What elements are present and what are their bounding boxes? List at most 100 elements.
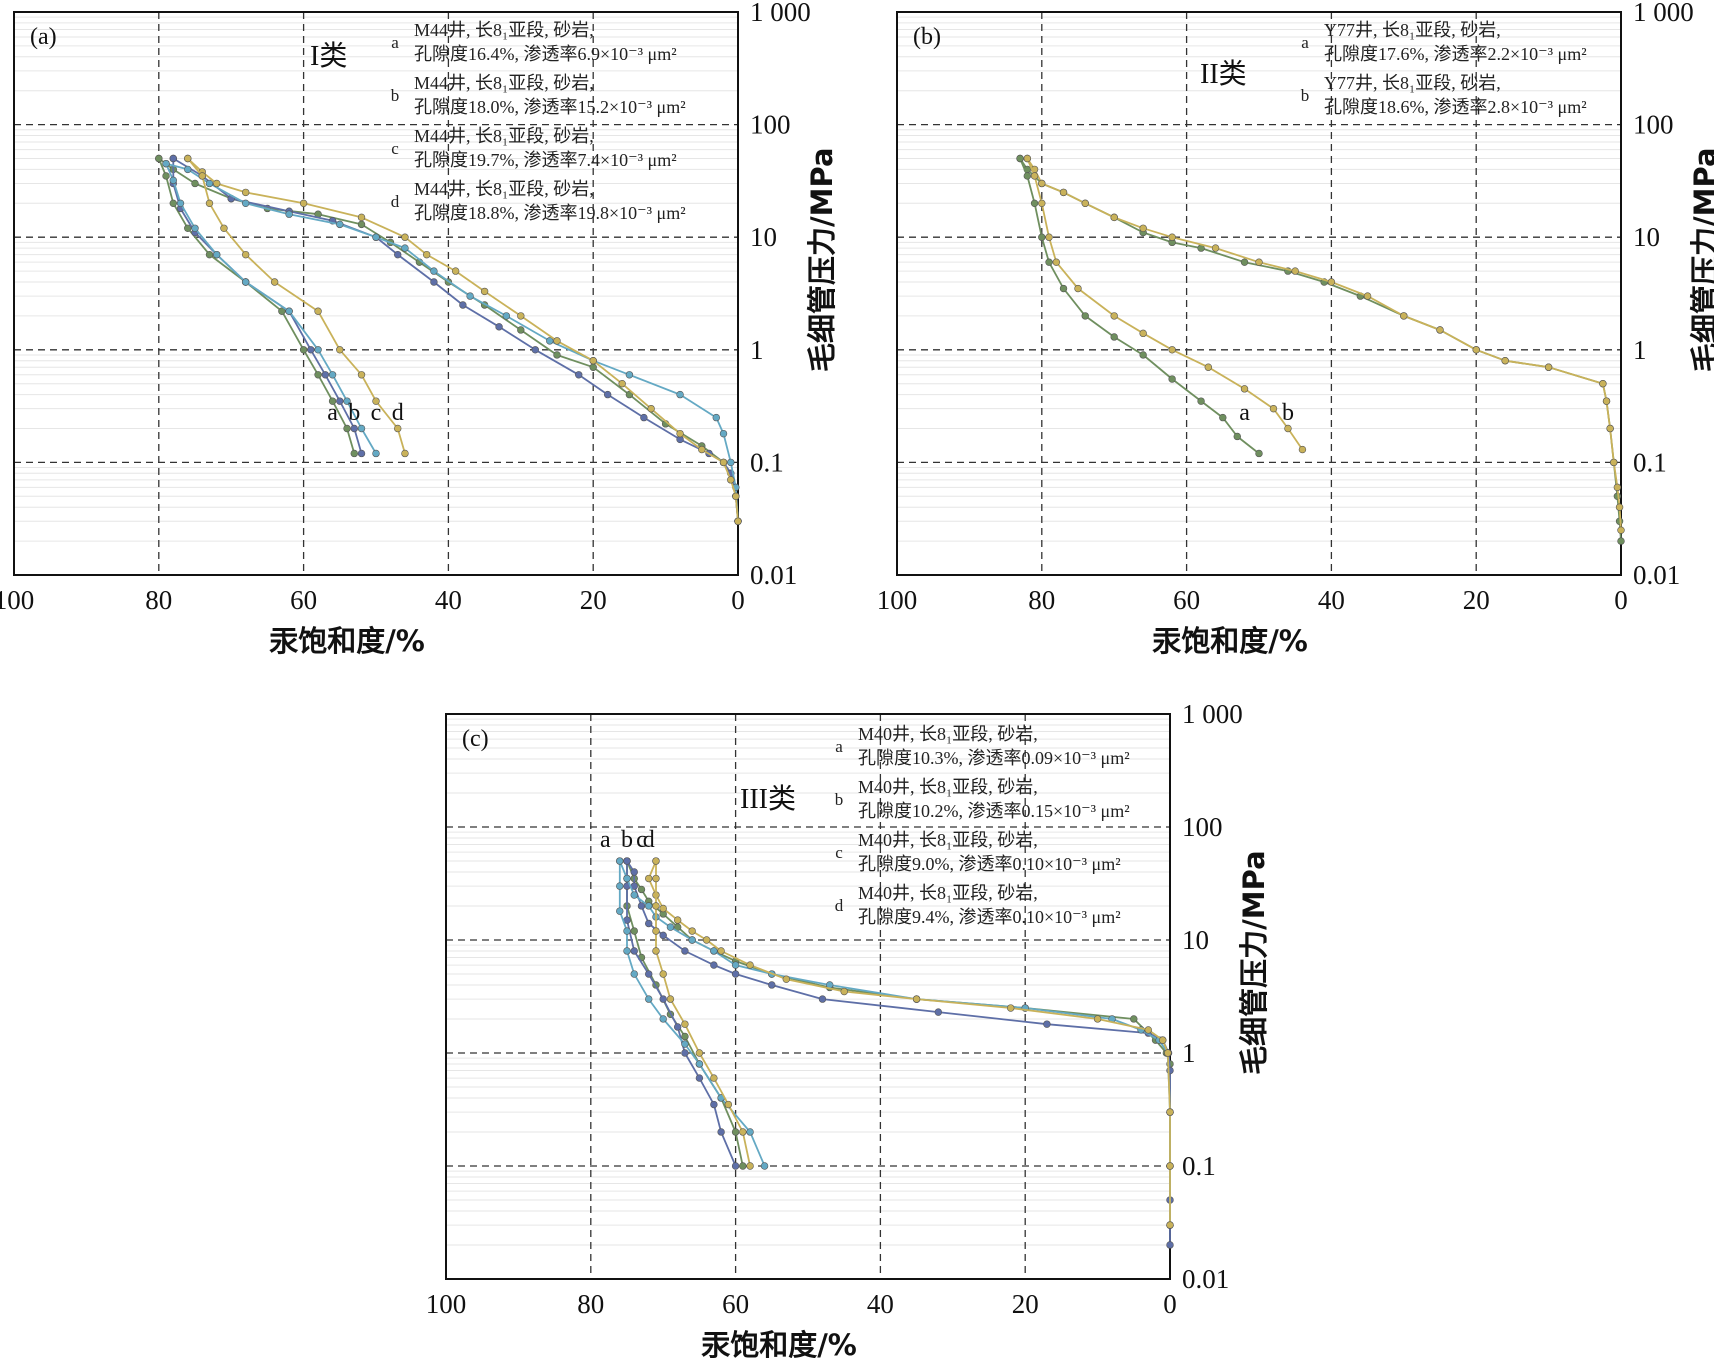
y-tick-label: 0.1	[1182, 1151, 1216, 1181]
data-point	[1617, 526, 1625, 534]
data-point	[673, 1023, 682, 1031]
x-tick-label: 20	[1012, 1289, 1039, 1319]
y-tick-label: 0.1	[750, 447, 784, 477]
extrusion-curve-c	[165, 163, 377, 454]
data-point	[1081, 199, 1089, 208]
minor-grid	[897, 16, 1621, 542]
data-point	[1159, 1036, 1167, 1044]
data-point	[732, 492, 740, 500]
data-point	[623, 857, 631, 865]
x-tick-label: 0	[1614, 585, 1628, 615]
class-label: III类	[740, 783, 796, 815]
data-point	[1599, 379, 1607, 388]
data-point	[1501, 357, 1509, 365]
data-point	[575, 371, 583, 379]
data-point	[640, 413, 648, 422]
data-point	[1233, 432, 1241, 441]
data-point	[637, 902, 646, 910]
curve-label-c: c	[371, 400, 382, 426]
data-point	[270, 278, 279, 286]
data-point	[299, 199, 308, 208]
y-tick-label: 0.01	[1182, 1264, 1229, 1294]
x-tick-label: 60	[290, 585, 317, 615]
data-point	[328, 397, 337, 405]
data-point	[1059, 284, 1068, 293]
data-point	[666, 995, 675, 1003]
data-point	[695, 1049, 704, 1057]
data-point	[712, 413, 720, 422]
data-point	[184, 165, 192, 174]
data-point	[336, 397, 344, 405]
major-grid	[446, 714, 1170, 1279]
data-point	[731, 1128, 740, 1136]
data-point	[727, 476, 735, 484]
data-point	[746, 1128, 754, 1136]
panel-label: (a)	[30, 24, 57, 50]
data-point	[205, 199, 214, 208]
data-point	[719, 429, 728, 438]
data-point	[299, 346, 308, 354]
data-point	[1255, 258, 1263, 266]
data-point	[645, 902, 653, 910]
data-point	[285, 210, 293, 218]
data-point	[645, 874, 653, 883]
data-point	[717, 947, 725, 955]
x-tick-label: 100	[877, 585, 918, 615]
data-point	[343, 424, 351, 433]
curve-label-b: b	[1282, 400, 1294, 426]
data-point	[739, 1162, 747, 1170]
x-tick-label: 40	[867, 1289, 894, 1319]
data-point	[666, 923, 675, 931]
data-point	[659, 995, 667, 1003]
data-point	[717, 1128, 725, 1136]
data-point	[746, 961, 754, 969]
data-point	[169, 199, 177, 208]
x-axis-title: 汞饱和度/%	[1152, 624, 1308, 658]
data-point	[734, 517, 742, 525]
plot-frame	[445, 713, 1171, 1280]
x-tick-label: 80	[577, 1289, 604, 1319]
data-point	[213, 250, 221, 259]
data-point	[681, 1049, 689, 1057]
extrusion-curve-b	[626, 861, 737, 1167]
legend-key-d: d	[391, 192, 400, 211]
y-tick-label: 1	[1182, 1038, 1196, 1068]
data-point	[213, 179, 221, 188]
data-point	[1038, 233, 1046, 241]
data-point	[241, 199, 250, 208]
data-point	[531, 346, 539, 354]
data-point	[1613, 483, 1622, 492]
data-point	[422, 250, 431, 259]
data-point	[1045, 233, 1053, 241]
x-tick-label: 40	[435, 585, 462, 615]
minor-grid	[446, 718, 1170, 1246]
data-point	[676, 390, 684, 399]
data-point	[724, 1100, 733, 1109]
data-point	[652, 947, 660, 955]
data-point	[698, 445, 706, 454]
data-point	[357, 424, 366, 433]
data-point	[430, 267, 438, 275]
data-point	[659, 970, 667, 978]
data-point	[162, 172, 170, 180]
data-point	[343, 397, 351, 405]
curve-label-d: d	[392, 400, 404, 426]
data-point	[1284, 424, 1292, 433]
legend-line2: 孔隙度9.0%, 渗透率0.10×10⁻³ μm²	[858, 854, 1121, 874]
data-point	[710, 947, 718, 955]
legend-key-b: b	[1301, 86, 1310, 105]
data-point	[1544, 363, 1553, 371]
legend-key-d: d	[835, 896, 844, 915]
curve-label-a: a	[1239, 400, 1250, 426]
data-point	[818, 995, 827, 1003]
y-tick-label: 1	[750, 335, 764, 365]
legend-line1: M44井, 长8₁亚段, 砂岩,	[414, 73, 594, 93]
data-point	[1606, 424, 1614, 433]
y-axis-title: 毛细管压力/MPa	[1688, 147, 1714, 372]
data-point	[466, 292, 474, 300]
data-point	[241, 250, 250, 259]
data-point	[517, 312, 525, 320]
legend-line2: 孔隙度18.6%, 渗透率2.8×10⁻³ μm²	[1324, 97, 1587, 117]
x-tick-label: 40	[1318, 585, 1345, 615]
data-point	[205, 179, 214, 188]
